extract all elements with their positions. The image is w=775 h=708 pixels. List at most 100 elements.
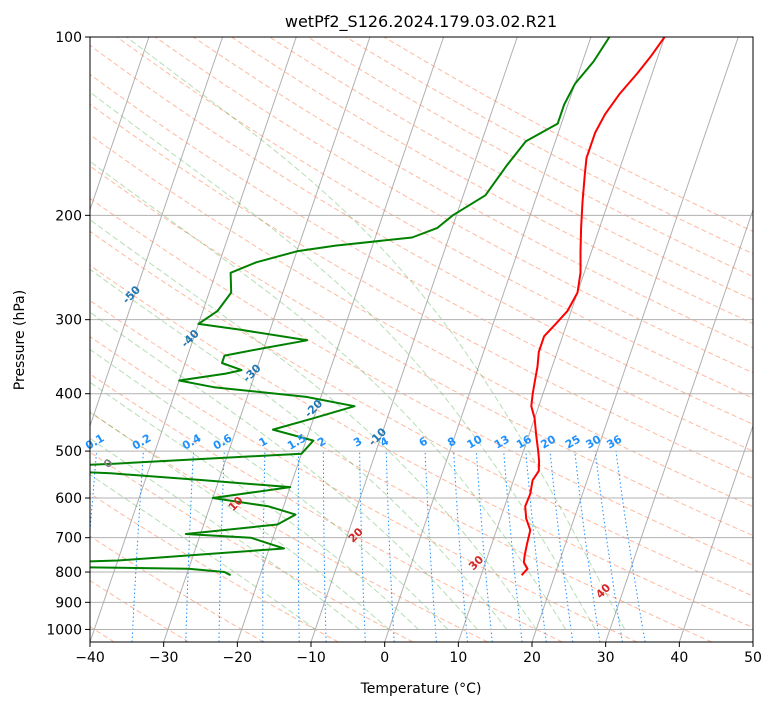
isotherm-line: [0, 37, 2, 642]
mixing-ratio-label: 2: [315, 435, 328, 450]
mixing-ratio-label: 6: [417, 434, 430, 449]
y-tick-label: 1000: [46, 622, 82, 638]
moist-adiabat-line: [90, 160, 567, 630]
x-tick-label: −30: [149, 650, 179, 666]
y-tick-label: 700: [55, 531, 82, 547]
isotherm-line: [531, 37, 739, 642]
moist-adiabat-line: [90, 91, 596, 630]
mixing-ratio-label: 36: [604, 432, 624, 451]
moist-adiabat-line: [90, 473, 316, 630]
x-tick-label: 30: [597, 650, 615, 666]
mixing-ratio-line: [385, 451, 395, 642]
dry-adiabat-line: [90, 579, 190, 642]
y-tick-label: 500: [55, 444, 82, 460]
x-tick-label: −40: [75, 650, 105, 666]
isotherm-line: [163, 37, 371, 642]
isotherm-line: [90, 37, 297, 642]
isotherm-line: [236, 37, 445, 642]
mixing-ratio-label: 4: [378, 434, 391, 449]
x-tick-label: −20: [223, 650, 253, 666]
data-series: [90, 37, 666, 577]
y-tick-label: 300: [55, 313, 82, 329]
y-tick-label: 200: [55, 208, 82, 224]
mixing-ratio-label: 0.6: [211, 431, 235, 452]
mixing-ratio-line: [574, 451, 601, 642]
dry-adiabat-line: [307, 37, 753, 278]
isotherm-line: [384, 37, 592, 642]
isotherm-line: [678, 424, 753, 642]
x-tick-label: 20: [523, 650, 541, 666]
mixing-ratio-label: 0.1: [83, 432, 106, 453]
mixing-ratio-label: 30: [584, 432, 604, 451]
y-axis-ticks: 1000 900 800 700 600 500 400 300 200 100: [46, 30, 90, 638]
mixing-ratio-line: [503, 451, 523, 642]
y-tick-label: 900: [55, 595, 82, 611]
mixing-ratio-label: 20: [538, 432, 558, 451]
chart-title: wetPf2_S126.2024.179.03.02.R21: [285, 12, 557, 32]
dry-adiabat-line: [90, 230, 753, 597]
dry-adiabat-line: [90, 336, 638, 642]
x-tick-label: 10: [449, 650, 467, 666]
mixing-ratio-line: [594, 451, 623, 642]
mixing-ratio-line: [90, 451, 98, 538]
dry-adiabat-line: [90, 134, 753, 508]
y-tick-label: 800: [55, 565, 82, 581]
x-tick-label: −10: [296, 650, 326, 666]
moist-adiabat-line: [90, 411, 390, 630]
mixing-ratio-line: [218, 451, 225, 642]
mixing-ratio-line: [549, 451, 574, 642]
dry-adiabat-line: [90, 299, 712, 642]
mixing-ratio-line: [453, 451, 468, 642]
isotherm-line: [752, 640, 753, 642]
mixing-ratio-label: 0.4: [180, 431, 204, 452]
mixing-ratio-label: 0.2: [130, 432, 153, 453]
mixing-ratio-line: [131, 451, 144, 642]
mixing-ratio-line: [525, 451, 547, 642]
dry-adiabat-line: [90, 165, 753, 537]
dry-adiabat-line: [90, 197, 753, 567]
dry-adiabat-line: [116, 37, 753, 399]
dry-adiabat-line: [90, 492, 339, 642]
dry-adiabat-line: [90, 535, 264, 642]
dry-adiabat-line: [90, 264, 753, 629]
mixing-ratio-line: [322, 451, 327, 642]
isotherm-line: [90, 37, 224, 428]
profile-line: [520, 37, 666, 576]
dry-adiabat-line: [154, 37, 753, 374]
dry-adiabat-label: 30: [466, 553, 486, 573]
x-tick-label: 0: [380, 650, 389, 666]
x-axis-ticks: −40 −30 −20 −10 0 10 20 30 40 50: [75, 642, 762, 666]
dry-adiabat-line: [90, 373, 563, 642]
moist-adiabat-line: [90, 268, 508, 630]
mixing-ratio-label: 16: [514, 432, 534, 451]
y-tick-label: 600: [55, 491, 82, 507]
mixing-ratio-line: [262, 451, 266, 642]
dry-adiabat-label: 40: [593, 581, 613, 601]
isotherm-label: -50: [120, 283, 143, 306]
isotherm-line: [90, 37, 150, 212]
isotherm-label: -40: [179, 327, 202, 350]
dry-adiabat-line: [90, 103, 753, 480]
line-labels: -50-40-30-20-100.1 0.2 0.4 0.6 1 1.5 2 3 4 6 8 10 13…: [83, 283, 624, 601]
mixing-ratio-line: [424, 451, 437, 642]
isotherm-line: [457, 37, 666, 642]
mixing-ratio-label: 8: [445, 435, 458, 450]
moist-adiabat-line: [126, 37, 626, 630]
isotherm-line: [605, 208, 753, 642]
profile-line: [90, 37, 611, 577]
x-tick-label: 40: [670, 650, 688, 666]
x-tick-label: 50: [744, 650, 762, 666]
background-lines: [0, 37, 753, 642]
mixing-ratio-label: 1: [257, 435, 270, 450]
mixing-ratio-line: [297, 451, 300, 642]
dry-adiabat-line: [269, 37, 753, 301]
mixing-ratio-line: [475, 451, 493, 642]
dry-adiabat-line: [90, 44, 753, 425]
x-axis-label: Temperature (°C): [360, 681, 482, 697]
moist-adiabat-line: [90, 381, 419, 630]
dry-adiabat-label: 20: [346, 525, 366, 545]
mixing-ratio-line: [615, 451, 646, 642]
isotherm-label: -30: [240, 361, 263, 384]
